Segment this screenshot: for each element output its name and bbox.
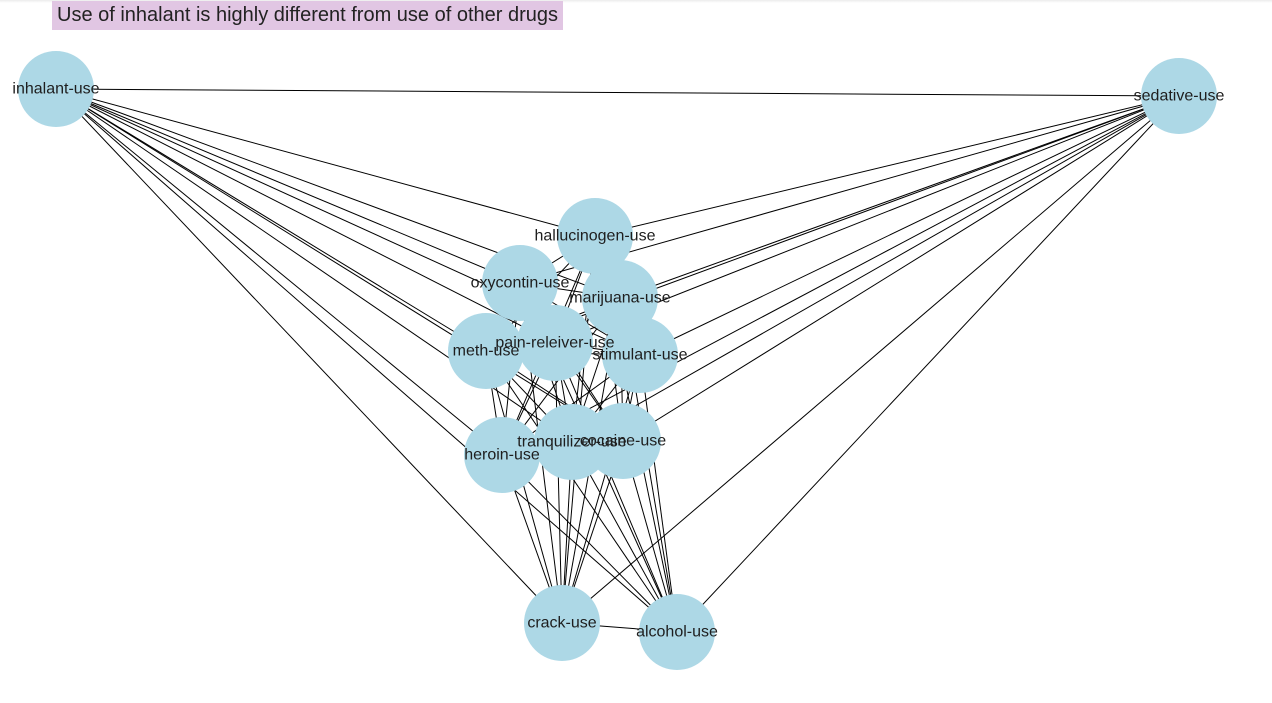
node-crack-use (524, 585, 600, 661)
node-label-cocaine-use: cocaine-use (580, 433, 666, 450)
edge-sedative-use-crack-use (561, 95, 1180, 624)
edge-inhalant-use-cocaine-use (55, 88, 624, 442)
edge-sedative-use-cocaine-use (622, 95, 1180, 442)
edge-pain-releiver-use-alcohol-use (554, 342, 678, 633)
edge-sedative-use-oxycontin-use (519, 95, 1180, 284)
edge-inhalant-use-meth-use (55, 88, 487, 352)
edge-sedative-use-marijuana-use (619, 95, 1180, 299)
node-hallucinogen-use (557, 198, 633, 274)
node-label-hallucinogen-use: hallucinogen-use (535, 228, 656, 245)
node-label-sedative-use: sedative-use (1134, 88, 1225, 105)
edge-stimulant-use-alcohol-use (639, 354, 678, 633)
node-label-stimulant-use: stimulant-use (592, 347, 687, 364)
edge-inhalant-use-oxycontin-use (55, 88, 521, 284)
node-marijuana-use (582, 260, 658, 336)
edge-heroin-use-alcohol-use (501, 454, 678, 633)
node-cocaine-use (585, 403, 661, 479)
edge-inhalant-use-pain-releiver-use (55, 88, 556, 344)
edge-inhalant-use-sedative-use (55, 88, 1180, 97)
node-pain-releiver-use (517, 305, 593, 381)
node-alcohol-use (639, 594, 715, 670)
node-label-marijuana-use: marijuana-use (569, 290, 670, 307)
node-heroin-use (464, 417, 540, 493)
node-sedative-use (1141, 58, 1217, 134)
node-label-meth-use: meth-use (453, 343, 520, 360)
node-label-alcohol-use: alcohol-use (636, 624, 718, 641)
edge-pain-releiver-use-crack-use (554, 342, 563, 624)
node-label-pain-releiver-use: pain-releiver-use (495, 335, 614, 352)
edge-inhalant-use-heroin-use (55, 88, 503, 456)
edge-sedative-use-alcohol-use (676, 95, 1180, 633)
node-label-heroin-use: heroin-use (464, 447, 540, 464)
edge-sedative-use-stimulant-use (639, 95, 1180, 356)
node-label-oxycontin-use: oxycontin-use (471, 275, 570, 292)
node-stimulant-use (602, 317, 678, 393)
graph-title: Use of inhalant is highly different from… (52, 1, 564, 30)
top-edge (0, 0, 1272, 3)
node-inhalant-use (18, 51, 94, 127)
edge-sedative-use-heroin-use (501, 95, 1180, 456)
node-label-crack-use: crack-use (527, 615, 596, 632)
edge-sedative-use-tranquilizer-use (571, 95, 1180, 443)
node-layer (18, 51, 1217, 670)
edge-sedative-use-hallucinogen-use (594, 95, 1180, 237)
edge-sedative-use-pain-releiver-use (554, 95, 1180, 344)
node-meth-use (448, 313, 524, 389)
label-layer: inhalant-use sedative-use hallucinogen-use… (12, 81, 1224, 641)
edge-inhalant-use-alcohol-use (55, 88, 678, 633)
edge-stimulant-use-crack-use (561, 354, 641, 624)
edge-inhalant-use-crack-use (55, 88, 563, 624)
edge-meth-use-crack-use (485, 350, 563, 624)
edge-meth-use-alcohol-use (485, 350, 678, 633)
edge-inhalant-use-hallucinogen-use (55, 88, 596, 237)
node-oxycontin-use (482, 245, 558, 321)
node-label-inhalant-use: inhalant-use (12, 81, 99, 98)
node-label-tranquilizer-use: tranquilizer-use (517, 434, 626, 451)
